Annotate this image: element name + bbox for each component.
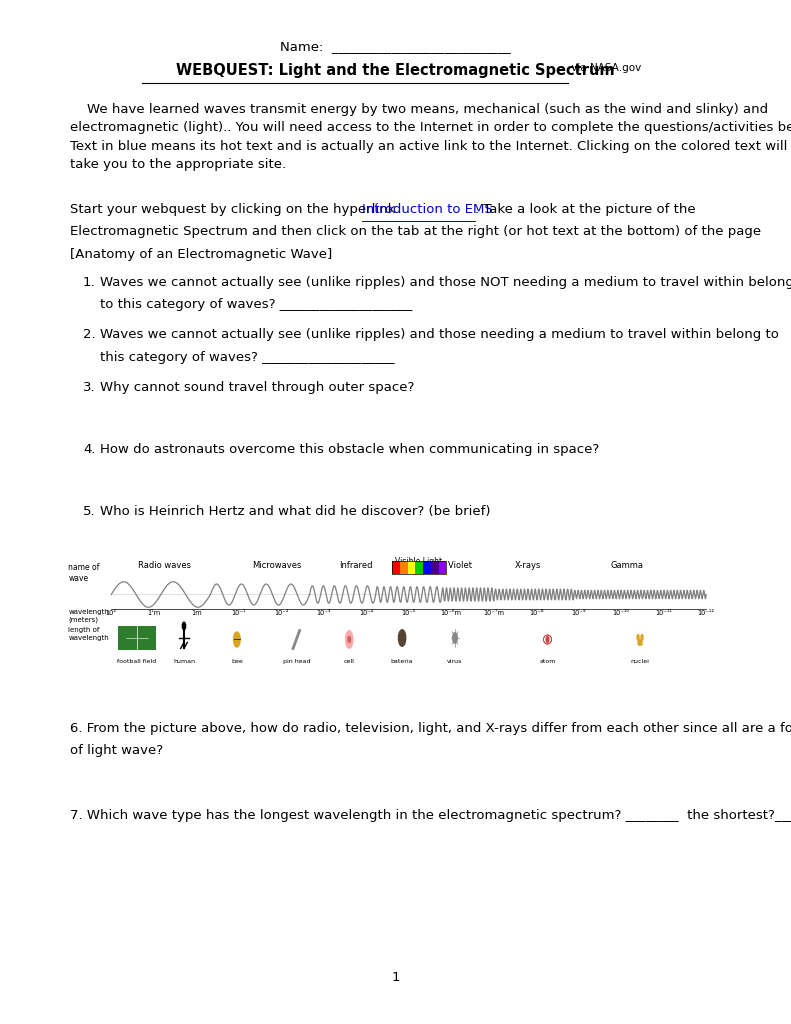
Text: [Anatomy of an Electromagnetic Wave]: [Anatomy of an Electromagnetic Wave] [70,248,332,261]
Text: 10⁻⁵: 10⁻⁵ [402,610,416,616]
Text: 10⁻⁶m: 10⁻⁶m [441,610,462,616]
Text: Waves we cannot actually see (unlike ripples) and those NOT needing a medium to : Waves we cannot actually see (unlike rip… [100,276,791,289]
Text: Radio waves: Radio waves [138,561,191,570]
Text: 1m: 1m [191,610,202,616]
Text: via NASA.gov: via NASA.gov [568,63,642,73]
Text: of light wave?: of light wave? [70,744,163,758]
Circle shape [233,632,240,647]
Text: length of
wavelength: length of wavelength [68,628,109,641]
Text: football field: football field [117,659,157,664]
Text: 10⁻¹⁰: 10⁻¹⁰ [613,610,630,616]
Text: Waves we cannot actually see (unlike ripples) and those needing a medium to trav: Waves we cannot actually see (unlike rip… [100,329,779,341]
Text: Visible Light: Visible Light [395,557,442,566]
Text: 10⁻²: 10⁻² [274,610,289,616]
Circle shape [637,634,640,641]
Text: 10⁻⁸: 10⁻⁸ [529,610,543,616]
Text: bee: bee [231,659,243,664]
Text: 10⁻¹¹: 10⁻¹¹ [655,610,672,616]
Text: Microwaves: Microwaves [252,561,301,570]
Circle shape [345,631,354,648]
Text: 1.: 1. [83,276,96,289]
Text: Electromagnetic Spectrum and then click on the tab at the right (or hot text at : Electromagnetic Spectrum and then click … [70,225,761,239]
Text: Why cannot sound travel through outer space?: Why cannot sound travel through outer sp… [100,381,414,394]
Text: 10⁻¹²: 10⁻¹² [698,610,715,616]
Text: 10⁻⁹: 10⁻⁹ [571,610,586,616]
Text: human: human [173,659,195,664]
Text: 5.: 5. [83,505,96,518]
Text: 3.: 3. [83,381,96,394]
Circle shape [638,639,641,646]
Text: 1¹m: 1¹m [147,610,161,616]
Text: 10⁻¹: 10⁻¹ [232,610,246,616]
Circle shape [399,630,406,646]
Text: 1: 1 [392,971,399,984]
Text: 10²: 10² [106,610,117,616]
Circle shape [641,634,644,641]
Text: Name:  ___________________________: Name: ___________________________ [280,40,511,53]
Bar [415,561,423,574]
Text: bateria: bateria [391,659,414,664]
Circle shape [547,637,549,642]
Text: wavelength
(meters): wavelength (meters) [68,608,109,623]
Text: 10⁻⁷m: 10⁻⁷m [483,610,504,616]
Text: How do astronauts overcome this obstacle when communicating in space?: How do astronauts overcome this obstacle… [100,443,600,456]
Circle shape [183,623,186,630]
Text: Gamma: Gamma [611,561,643,570]
Text: to this category of waves? ____________________: to this category of waves? _____________… [100,299,412,311]
Text: pin head: pin head [282,659,310,664]
Text: name of
wave: name of wave [68,563,100,583]
Text: X-rays: X-rays [514,561,541,570]
Text: . Take a look at the picture of the: . Take a look at the picture of the [475,203,695,216]
Bar [423,561,431,574]
Text: Infrared: Infrared [339,561,373,570]
Text: atom: atom [539,659,556,664]
Text: Introduction to EMS: Introduction to EMS [361,203,492,216]
Text: 7. Which wave type has the longest wavelength in the electromagnetic spectrum? _: 7. Which wave type has the longest wavel… [70,810,791,822]
Text: 10⁻⁴: 10⁻⁴ [359,610,373,616]
Bar [407,561,415,574]
Text: Ultra Violet: Ultra Violet [425,561,472,570]
Circle shape [348,637,350,642]
Text: this category of waves? ____________________: this category of waves? ________________… [100,351,395,364]
Bar [118,626,156,650]
Bar [431,561,439,574]
Text: 6. From the picture above, how do radio, television, light, and X-rays differ fr: 6. From the picture above, how do radio,… [70,722,791,735]
Circle shape [640,639,642,646]
Text: 2.: 2. [83,329,96,341]
Text: Start your webquest by clicking on the hyperlink: Start your webquest by clicking on the h… [70,203,399,216]
Bar [392,561,400,574]
Text: Who is Heinrich Hertz and what did he discover? (be brief): Who is Heinrich Hertz and what did he di… [100,505,490,518]
Text: We have learned waves transmit energy by two means, mechanical (such as the wind: We have learned waves transmit energy by… [70,103,791,171]
Text: virus: virus [447,659,463,664]
Circle shape [452,633,457,643]
Bar [392,561,446,574]
Bar [439,561,446,574]
Text: WEBQUEST: Light and the Electromagnetic Spectrum: WEBQUEST: Light and the Electromagnetic … [176,63,615,78]
Text: nuclei: nuclei [630,659,649,664]
Text: cell: cell [344,659,354,664]
Text: 10⁻³: 10⁻³ [316,610,331,616]
Bar [400,561,407,574]
Text: 4.: 4. [83,443,96,456]
